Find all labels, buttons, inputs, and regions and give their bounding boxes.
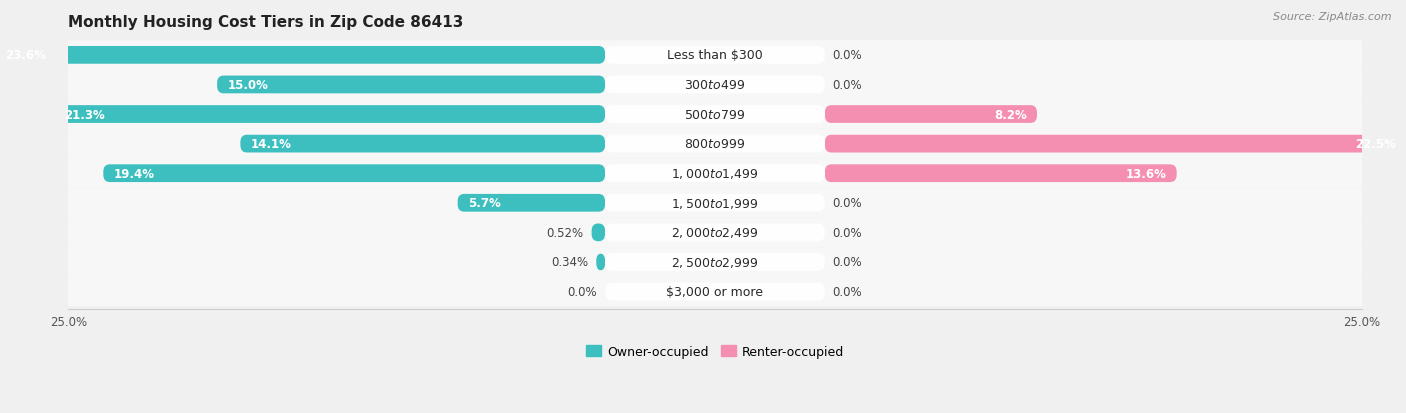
Text: 13.6%: 13.6%: [1125, 167, 1167, 180]
Text: 14.1%: 14.1%: [250, 138, 291, 151]
Bar: [55, 218, 1375, 247]
FancyBboxPatch shape: [825, 135, 1406, 153]
FancyBboxPatch shape: [605, 135, 825, 153]
FancyBboxPatch shape: [605, 283, 825, 301]
Bar: [55, 159, 1375, 188]
FancyBboxPatch shape: [605, 195, 825, 212]
Text: 0.0%: 0.0%: [832, 285, 862, 298]
FancyBboxPatch shape: [0, 47, 605, 64]
Bar: [55, 41, 1375, 71]
Text: 0.0%: 0.0%: [832, 49, 862, 62]
FancyBboxPatch shape: [596, 254, 605, 271]
Text: 0.0%: 0.0%: [832, 197, 862, 210]
Text: $800 to $999: $800 to $999: [685, 138, 745, 151]
FancyBboxPatch shape: [605, 254, 825, 271]
Bar: [55, 100, 1375, 130]
Text: 15.0%: 15.0%: [228, 79, 269, 92]
Text: $500 to $799: $500 to $799: [685, 108, 745, 121]
Text: Monthly Housing Cost Tiers in Zip Code 86413: Monthly Housing Cost Tiers in Zip Code 8…: [69, 15, 464, 30]
Bar: [55, 71, 1375, 100]
Text: 23.6%: 23.6%: [6, 49, 46, 62]
Bar: [55, 247, 1375, 277]
Bar: [55, 130, 1375, 159]
FancyBboxPatch shape: [605, 106, 825, 123]
Bar: [55, 71, 1375, 100]
Bar: [55, 189, 1375, 218]
Bar: [55, 159, 1375, 188]
Text: $2,000 to $2,499: $2,000 to $2,499: [671, 226, 759, 240]
FancyBboxPatch shape: [217, 76, 605, 94]
FancyBboxPatch shape: [605, 165, 825, 183]
FancyBboxPatch shape: [605, 224, 825, 242]
Text: $2,500 to $2,999: $2,500 to $2,999: [671, 255, 759, 269]
Text: 0.0%: 0.0%: [568, 285, 598, 298]
Bar: [55, 218, 1375, 247]
FancyBboxPatch shape: [825, 106, 1038, 123]
Bar: [55, 130, 1375, 159]
Bar: [55, 101, 1375, 129]
Text: 22.5%: 22.5%: [1355, 138, 1396, 151]
FancyBboxPatch shape: [825, 165, 1177, 183]
Text: Source: ZipAtlas.com: Source: ZipAtlas.com: [1274, 12, 1392, 22]
Bar: [55, 42, 1375, 70]
Bar: [55, 188, 1375, 218]
Text: 0.0%: 0.0%: [832, 256, 862, 269]
FancyBboxPatch shape: [457, 195, 605, 212]
Text: 0.0%: 0.0%: [832, 226, 862, 239]
Bar: [55, 278, 1375, 306]
FancyBboxPatch shape: [605, 76, 825, 94]
Text: $300 to $499: $300 to $499: [685, 79, 745, 92]
Bar: [55, 248, 1375, 276]
FancyBboxPatch shape: [103, 165, 605, 183]
Text: 19.4%: 19.4%: [114, 167, 155, 180]
Bar: [55, 277, 1375, 306]
Text: $3,000 or more: $3,000 or more: [666, 285, 763, 298]
Text: 0.52%: 0.52%: [547, 226, 583, 239]
FancyBboxPatch shape: [240, 135, 605, 153]
Text: 0.0%: 0.0%: [832, 79, 862, 92]
Text: 8.2%: 8.2%: [994, 108, 1026, 121]
FancyBboxPatch shape: [605, 47, 825, 64]
FancyBboxPatch shape: [592, 224, 605, 242]
Text: $1,500 to $1,999: $1,500 to $1,999: [671, 196, 759, 210]
FancyBboxPatch shape: [55, 106, 605, 123]
Legend: Owner-occupied, Renter-occupied: Owner-occupied, Renter-occupied: [581, 340, 849, 363]
Text: Less than $300: Less than $300: [666, 49, 763, 62]
Text: $1,000 to $1,499: $1,000 to $1,499: [671, 167, 759, 181]
Text: 21.3%: 21.3%: [65, 108, 105, 121]
Text: 0.34%: 0.34%: [551, 256, 589, 269]
Text: 5.7%: 5.7%: [468, 197, 501, 210]
